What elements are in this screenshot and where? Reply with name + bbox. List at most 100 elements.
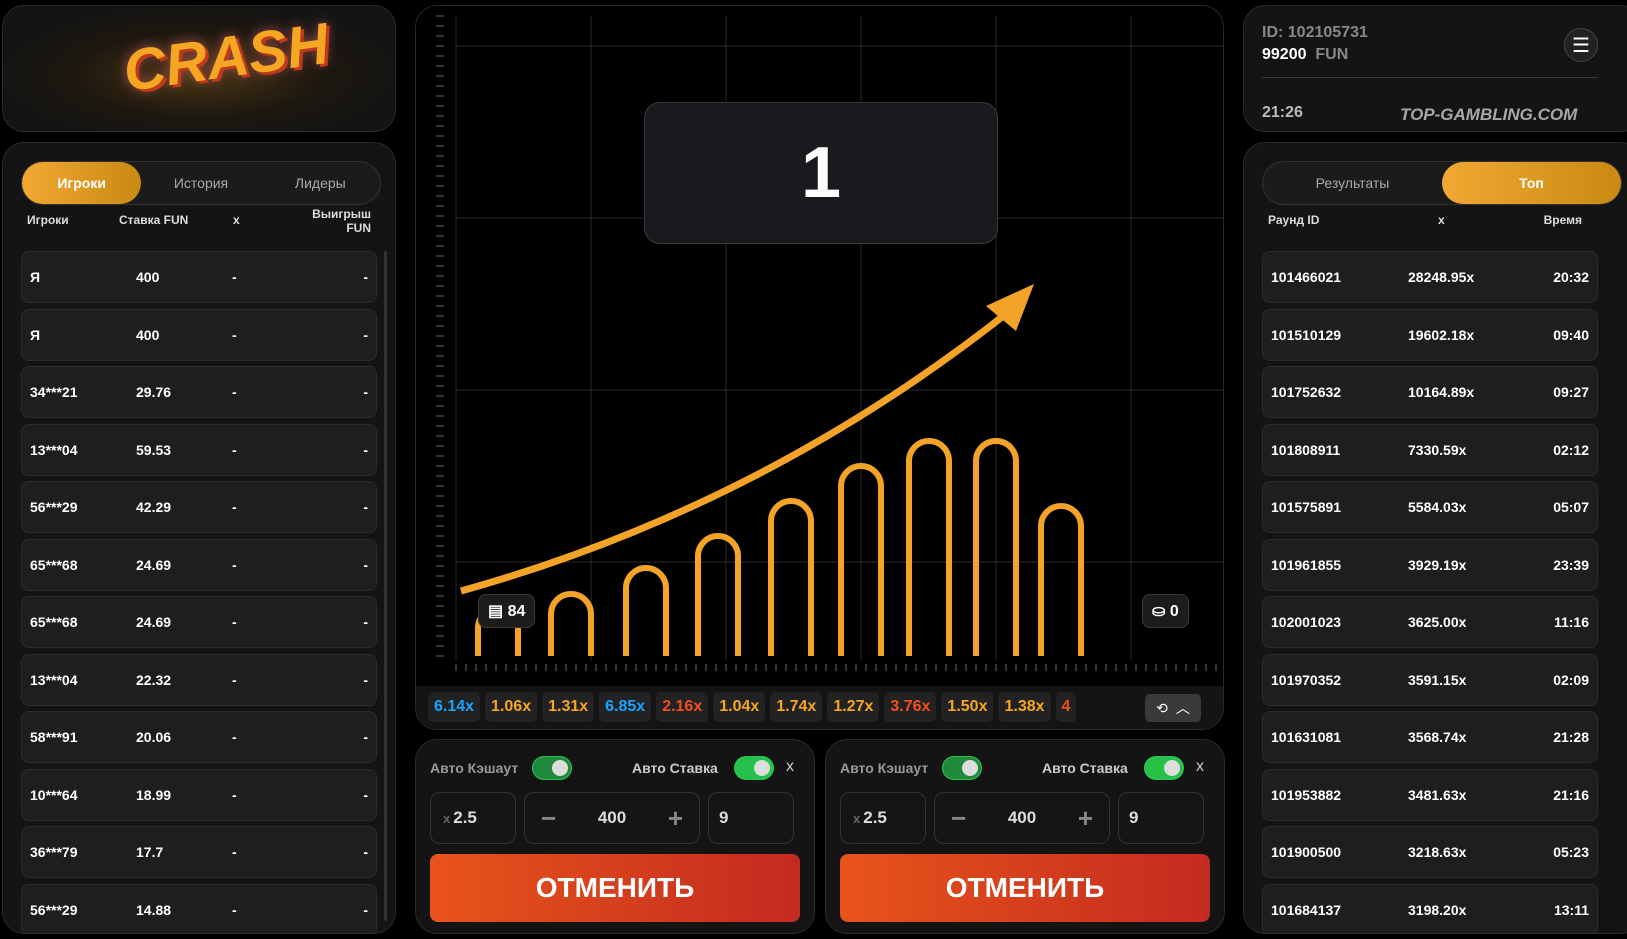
header-time: Время xyxy=(1543,213,1582,227)
plus-button[interactable]: + xyxy=(667,802,683,833)
close-icon[interactable]: x xyxy=(786,758,794,775)
close-icon[interactable]: x xyxy=(1196,758,1204,775)
bet-panel-1: Авто Кэшаут Авто Ставка x x 2.5 −400 + 9 О… xyxy=(415,739,815,934)
amount-stepper[interactable]: − 400 + xyxy=(524,792,700,844)
tab-history[interactable]: История xyxy=(173,175,229,191)
top-row[interactable]: 101752632 10164.89x 09:27 xyxy=(1262,366,1598,418)
top-row[interactable]: 101575891 5584.03x 05:07 xyxy=(1262,481,1598,533)
history-chip[interactable]: 6.14x xyxy=(428,692,481,722)
chart-bar xyxy=(695,533,741,656)
top-row[interactable]: 101900500 3218.63x 05:23 xyxy=(1262,826,1598,878)
top-row[interactable]: 101953882 3481.63x 21:16 xyxy=(1262,768,1598,821)
player-win: - xyxy=(363,901,368,918)
player-row: 13***04 22.32 - - xyxy=(21,653,377,706)
history-chip[interactable]: 4 xyxy=(1055,692,1077,722)
history-toggle-button[interactable]: ⟲ ︿ xyxy=(1145,694,1201,722)
chart-bar xyxy=(1038,503,1084,656)
player-bet: 59.53 xyxy=(136,441,172,458)
minus-button[interactable]: − xyxy=(541,802,557,833)
top-list: 101466021 28248.95x 20:32 101510129 19602.18… xyxy=(1262,251,1598,933)
players-scrollbar[interactable] xyxy=(384,251,387,921)
amount-value: 400 xyxy=(1007,808,1037,827)
chart-bar xyxy=(838,463,884,656)
round-time: 09:40 xyxy=(1553,326,1589,343)
top-row[interactable]: 101466021 28248.95x 20:32 xyxy=(1262,251,1598,303)
history-chip[interactable]: 3.76x xyxy=(884,692,937,722)
round-time: 11:16 xyxy=(1553,614,1589,630)
player-row: 56***29 42.29 - - xyxy=(21,481,377,533)
round-id: 101631081 xyxy=(1271,729,1342,745)
player-row: 65***68 24.69 - - xyxy=(21,538,377,591)
top-row[interactable]: 101961855 3929.19x 23:39 xyxy=(1262,538,1598,591)
history-chip[interactable]: 2.16x xyxy=(656,692,709,722)
tab-results[interactable]: Результаты xyxy=(1315,175,1390,191)
player-win: - xyxy=(363,556,368,573)
players-panel: Игроки История Лидеры Игроки Ставка FUN … xyxy=(2,142,396,934)
round-id: 101808911 xyxy=(1271,441,1341,458)
top-row[interactable]: 101808911 7330.59x 02:12 xyxy=(1262,423,1598,476)
round-time: 21:28 xyxy=(1553,729,1589,745)
top-row[interactable]: 101970352 3591.15x 02:09 xyxy=(1262,653,1598,706)
cashout-input[interactable]: x 2.5 xyxy=(430,792,516,844)
player-name: 56***29 xyxy=(30,901,78,918)
cashout-input[interactable]: x 2.5 xyxy=(840,792,926,844)
auto-cashout-label: Авто Кэшаут xyxy=(840,760,929,776)
cancel-button[interactable]: ОТМЕНИТЬ xyxy=(430,854,800,922)
auto-cashout-label: Авто Кэшаут xyxy=(430,760,519,776)
players-count: 84 xyxy=(507,603,526,620)
auto-bet-toggle[interactable] xyxy=(1144,756,1184,780)
history-chip[interactable]: 6.85x xyxy=(599,692,652,722)
player-bet: 400 xyxy=(136,326,160,343)
tab-leaders[interactable]: Лидеры xyxy=(294,175,346,191)
player-win: - xyxy=(363,786,368,803)
round-id: 101684137 xyxy=(1271,901,1342,918)
round-multiplier: 19602.18x xyxy=(1408,326,1475,343)
auto-cashout-toggle[interactable] xyxy=(532,756,572,780)
player-x: - xyxy=(232,729,237,745)
user-id: ID: 102105731 xyxy=(1262,24,1368,41)
player-bet: 24.69 xyxy=(136,614,172,630)
plus-button[interactable]: + xyxy=(1077,802,1093,833)
cancel-button[interactable]: ОТМЕНИТЬ xyxy=(840,854,1210,922)
growth-arrow xyxy=(460,303,1019,595)
players-icon: ▤ xyxy=(488,603,508,620)
minus-button[interactable]: − xyxy=(951,802,967,833)
player-row: Я 400 - - xyxy=(21,308,377,361)
history-chip[interactable]: 1.50x xyxy=(941,692,994,722)
currency: FUN xyxy=(1315,46,1349,63)
player-bet: 20.06 xyxy=(136,729,172,745)
player-bet: 22.32 xyxy=(136,671,172,688)
header-round: Раунд ID xyxy=(1268,213,1320,227)
history-chip[interactable]: 1.74x xyxy=(770,692,823,722)
auto-cashout-toggle[interactable] xyxy=(942,756,982,780)
chart-bar xyxy=(623,565,669,656)
amount-stepper[interactable]: − 400 + xyxy=(934,792,1110,844)
player-win: - xyxy=(363,844,368,860)
history-chip[interactable]: 1.04x xyxy=(713,692,766,722)
cashout-count-badge: ⛀ 0 xyxy=(1142,594,1189,628)
tab-top[interactable]: Топ xyxy=(1442,162,1621,204)
history-chip[interactable]: 1.27x xyxy=(827,692,880,722)
round-multiplier: 3929.19x xyxy=(1408,556,1467,573)
history-chip[interactable]: 1.06x xyxy=(485,692,538,722)
rounds-input[interactable]: 9 xyxy=(708,792,794,844)
auto-bet-toggle[interactable] xyxy=(734,756,774,780)
hamburger-menu-icon[interactable]: ☰ xyxy=(1564,28,1598,62)
top-row[interactable]: 101631081 3568.74x 21:28 xyxy=(1262,711,1598,763)
auto-bet-label: Авто Ставка xyxy=(1042,760,1128,776)
top-row[interactable]: 102001023 3625.00x 11:16 xyxy=(1262,596,1598,648)
top-row[interactable]: 101510129 19602.18x 09:40 xyxy=(1262,308,1598,361)
top-row[interactable]: 101684137 3198.20x 13:11 xyxy=(1262,883,1598,933)
player-win: - xyxy=(363,614,368,630)
cashout-value: 2.5 xyxy=(863,808,887,827)
history-chip[interactable]: 1.38x xyxy=(998,692,1051,722)
history-chip[interactable]: 1.31x xyxy=(542,692,595,722)
round-multiplier: 3625.00x xyxy=(1408,614,1467,630)
tab-players[interactable]: Игроки xyxy=(22,162,142,204)
player-win: - xyxy=(363,671,368,688)
top-table-header: Раунд ID x Время xyxy=(1268,213,1582,243)
player-x: - xyxy=(232,326,237,343)
rounds-input[interactable]: 9 xyxy=(1118,792,1204,844)
cashout-value: 2.5 xyxy=(453,808,477,827)
watermark: TOP-GAMBLING.COM xyxy=(1400,105,1578,124)
